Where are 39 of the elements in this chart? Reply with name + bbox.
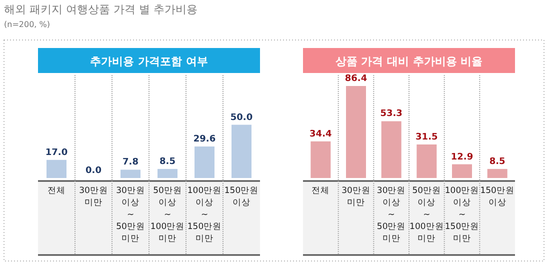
data-label: 50.0 xyxy=(230,112,253,123)
x-tick-label: 150만원 이상 xyxy=(224,186,259,208)
chart-title: 상품 가격 대비 추가비용 비율 xyxy=(335,55,483,68)
text: 해외 패키지 여행상품 가격 별 추가비용 xyxy=(4,3,198,16)
x-tick-label: 30만원 미만 xyxy=(79,186,108,208)
bar xyxy=(452,164,472,178)
data-label: 7.8 xyxy=(122,158,138,168)
bar xyxy=(232,124,252,178)
x-tick-label: 150만원 이상 xyxy=(480,186,514,208)
x-tick-label: 100만원 이상 ~ 150만원 미만 xyxy=(444,186,480,244)
bar xyxy=(381,121,402,178)
bar xyxy=(346,86,366,178)
data-label: 53.3 xyxy=(380,109,402,120)
x-tick-label: 30만원 미만 xyxy=(342,186,370,208)
data-label: 17.0 xyxy=(45,148,68,158)
data-label: 0.0 xyxy=(86,166,102,176)
text: (n=200, %) xyxy=(4,20,50,29)
x-tick-label: 전체 xyxy=(312,186,330,196)
bar xyxy=(194,146,214,178)
data-label: 8.5 xyxy=(489,156,506,167)
bar xyxy=(310,141,331,178)
bar xyxy=(120,170,140,178)
x-tick-label: 50만원 이상 ~ 100만원 미만 xyxy=(150,186,185,244)
data-label: 29.6 xyxy=(193,134,216,144)
x-tick-label: 30만원 이상 ~ 50만원 미만 xyxy=(116,186,145,244)
chart-title: 추가비용 가격포함 여부 xyxy=(90,55,208,68)
x-tick-label: 50만원 이상 ~ 100만원 미만 xyxy=(410,186,444,244)
data-label: 8.5 xyxy=(160,156,176,167)
x-tick-label: 30만원 이상 ~ 50만원 미만 xyxy=(376,186,406,244)
data-label: 31.5 xyxy=(416,132,438,142)
bar xyxy=(158,168,178,178)
x-tick-label: 전체 xyxy=(48,186,66,196)
data-label: 86.4 xyxy=(344,74,368,84)
bar xyxy=(487,168,508,178)
bar xyxy=(416,144,437,178)
x-tick-label: 100만원 이상 ~ 150만원 미만 xyxy=(187,186,222,244)
data-label: 34.4 xyxy=(310,129,332,140)
data-label: 12.9 xyxy=(450,152,474,162)
bar xyxy=(46,160,66,178)
